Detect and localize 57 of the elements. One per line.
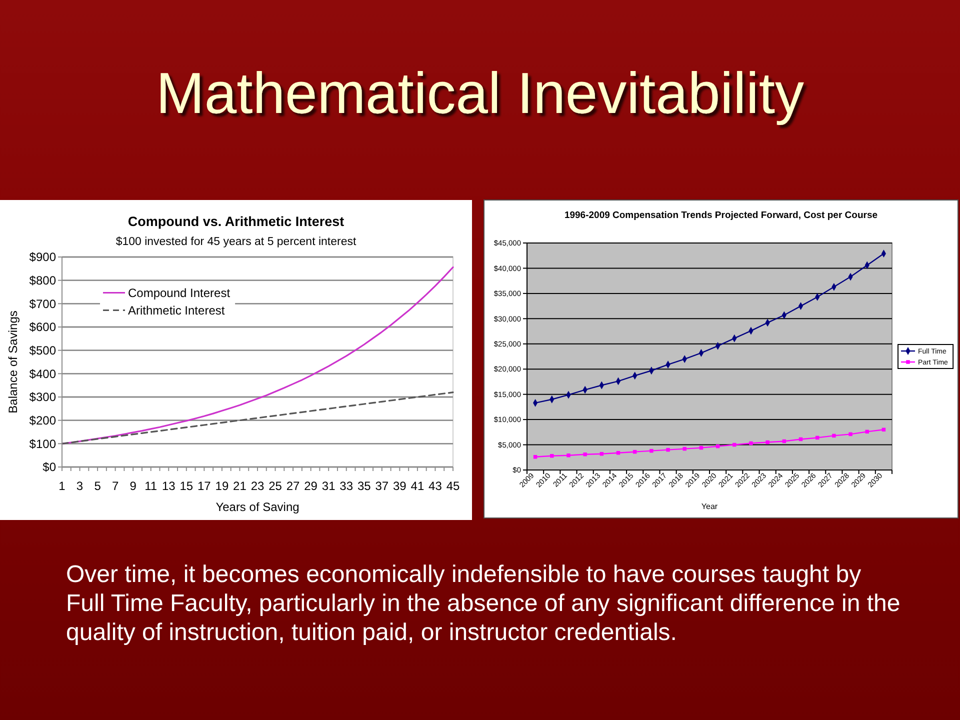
point	[832, 434, 836, 438]
x-axis-title: Years of Saving	[216, 500, 300, 514]
point	[666, 448, 670, 452]
point	[583, 452, 587, 456]
text: Mathematical Inevitability	[156, 61, 804, 126]
x-tick-label: 27	[286, 479, 300, 493]
x-tick-label: 7	[112, 479, 119, 493]
x-tick-label: 43	[428, 479, 442, 493]
y-tick-label: $800	[29, 274, 56, 288]
point	[865, 430, 869, 434]
text: Over time, it becomes economically indefensible to have courses taught by Full Time Faculty, particularly in the absence of any significant difference in the quality of instruction, tuition paid, or instructor credentials.	[66, 561, 900, 646]
chart-subtitle: $100 invested for 45 years at 5 percent interest	[116, 236, 357, 248]
point	[848, 432, 852, 436]
x-tick-label: 13	[162, 479, 176, 493]
chart-title: Compound vs. Arithmetic Interest	[128, 214, 345, 229]
y-tick-label: $400	[29, 366, 56, 381]
x-tick-label: 19	[215, 479, 229, 493]
x-tick-label: 11	[144, 479, 158, 493]
x-tick-label: 37	[375, 479, 389, 493]
point	[732, 442, 736, 447]
x-tick-label: 3	[76, 479, 84, 493]
x-tick-label: 35	[357, 479, 372, 493]
chart-title: 1996-2009 Compensation Trends Projected Forward, Cost per Course	[564, 210, 878, 221]
x-tick-label: 25	[268, 479, 282, 493]
x-tick-label: 5	[94, 479, 102, 493]
y-tick-label: $200	[29, 414, 56, 428]
y-axis-title: Balance of Savings	[6, 310, 20, 414]
line-series	[61, 392, 454, 444]
legend-label: Compound Interest	[128, 286, 231, 300]
y-tick-label: $300	[29, 390, 56, 404]
x-tick-label: 29	[304, 479, 318, 493]
y-tick-label: $0	[42, 460, 56, 474]
point	[749, 441, 753, 446]
point	[566, 454, 570, 458]
point	[533, 455, 538, 459]
x-tick-label: 9	[130, 479, 137, 493]
y-tick-label: $900	[29, 250, 56, 264]
point	[682, 446, 686, 451]
x-tick-label: 1	[58, 479, 66, 493]
x-tick-label: 39	[393, 479, 407, 493]
y-tick-label: $100	[29, 436, 56, 451]
x-tick-label: 33	[340, 479, 354, 493]
y-tick-label: $700	[29, 296, 56, 311]
point	[550, 454, 554, 458]
x-tick-label: 15	[180, 479, 194, 493]
y-tick-label: $600	[29, 320, 56, 334]
point	[650, 448, 654, 453]
legend-label: Arithmetic Interest	[128, 303, 226, 318]
x-axis-title: Year	[701, 502, 718, 511]
y-tick-label: $500	[29, 344, 56, 358]
point	[766, 440, 770, 444]
x-tick-label: 17	[198, 479, 212, 493]
x-tick-label: 41	[410, 479, 424, 493]
x-tick-label: 21	[233, 479, 247, 493]
x-tick-label: 45	[446, 479, 460, 493]
x-tick-label: 23	[250, 479, 264, 493]
x-tick-label: 31	[322, 479, 336, 493]
